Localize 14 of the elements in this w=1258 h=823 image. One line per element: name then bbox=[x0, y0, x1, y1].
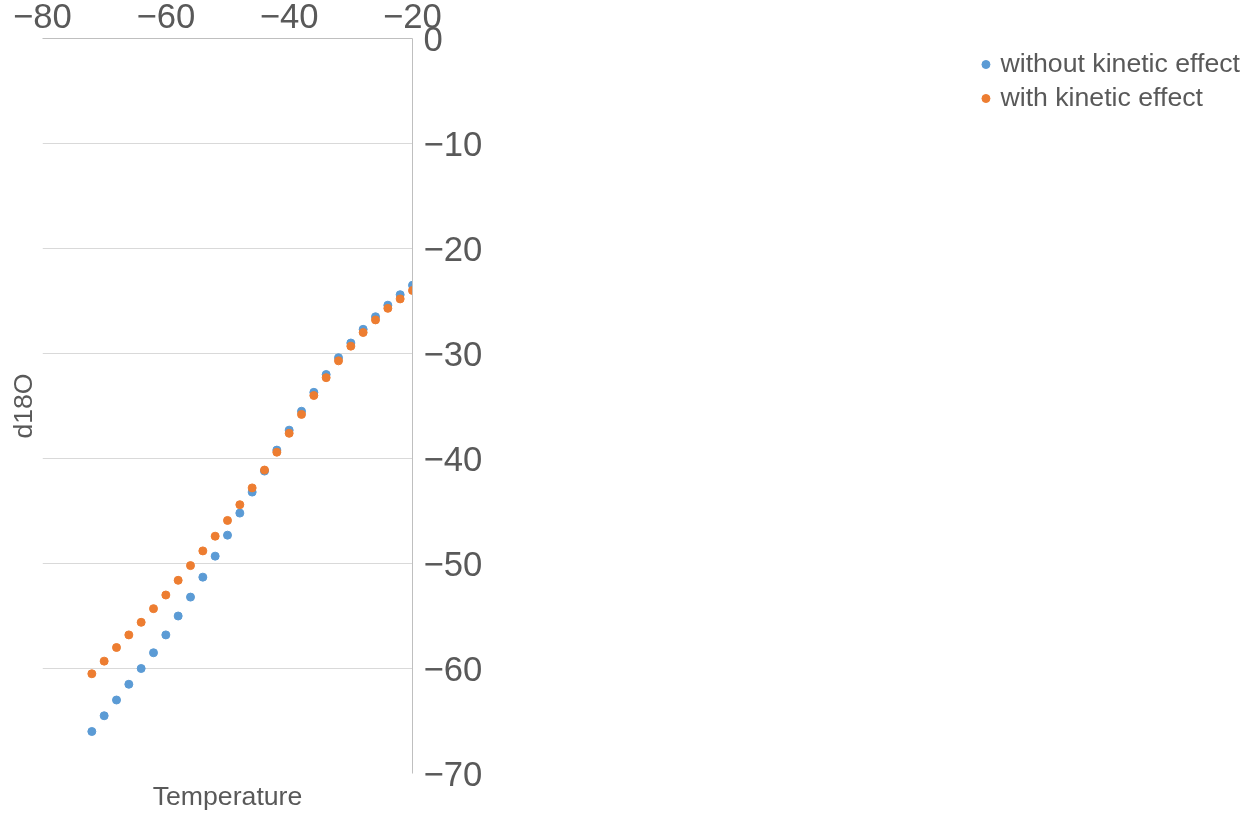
y-tick-label: −50 bbox=[423, 544, 483, 583]
x-tick-label: −60 bbox=[136, 0, 196, 35]
x-axis-title: Temperature bbox=[152, 780, 303, 811]
y-tick-label: −20 bbox=[423, 229, 483, 268]
y-tick-label: −40 bbox=[423, 439, 483, 478]
y-tick-label: −30 bbox=[423, 334, 483, 373]
legend-label: without kinetic effect bbox=[1000, 48, 1240, 79]
y-axis-title: d18O bbox=[7, 373, 38, 439]
x-tick-label: −80 bbox=[13, 0, 72, 35]
y-tick-label: −10 bbox=[423, 124, 483, 163]
legend-label: with kinetic effect bbox=[1000, 82, 1203, 113]
y-tick-label: −70 bbox=[423, 754, 483, 793]
y-tick-label: −60 bbox=[423, 649, 483, 688]
x-tick-label: −40 bbox=[259, 0, 319, 35]
